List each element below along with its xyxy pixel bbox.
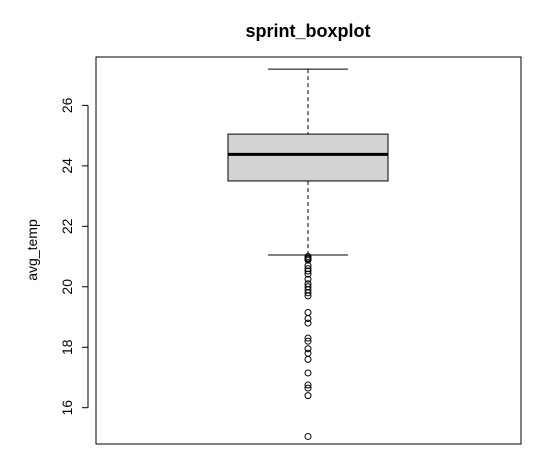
chart-title: sprint_boxplot <box>246 21 371 41</box>
y-tick-label: 24 <box>59 158 75 174</box>
outlier-point <box>304 270 312 278</box>
y-tick-label: 26 <box>59 97 75 113</box>
outlier-point <box>304 345 312 353</box>
box-group <box>227 68 389 256</box>
outlier-point <box>304 289 312 297</box>
outlier-group <box>304 253 312 440</box>
outlier-point <box>304 384 312 392</box>
outlier-point <box>304 355 312 363</box>
y-tick-label: 18 <box>59 339 75 355</box>
outlier-point <box>304 308 312 316</box>
outlier-point <box>304 265 312 273</box>
outlier-point <box>304 334 312 342</box>
outlier-point <box>304 319 312 327</box>
y-tick-label: 16 <box>59 400 75 416</box>
y-tick-label: 22 <box>59 218 75 234</box>
y-axis-label: avg_temp <box>24 219 40 281</box>
outlier-point <box>304 267 312 275</box>
plot-frame <box>95 56 522 445</box>
outlier-point <box>304 337 312 345</box>
outlier-point <box>304 256 312 264</box>
outlier-point <box>304 315 312 323</box>
y-axis: 16 18 20 22 24 26 <box>59 97 89 416</box>
outlier-point <box>304 262 312 270</box>
outlier-point <box>304 275 312 283</box>
outlier-point <box>304 292 312 300</box>
outlier-point <box>304 369 312 377</box>
outlier-point <box>304 432 312 440</box>
interquartile-box <box>227 133 389 182</box>
y-tick-label: 20 <box>59 279 75 295</box>
outlier-point <box>304 349 312 357</box>
outlier-point <box>304 381 312 389</box>
outlier-point <box>304 392 312 400</box>
